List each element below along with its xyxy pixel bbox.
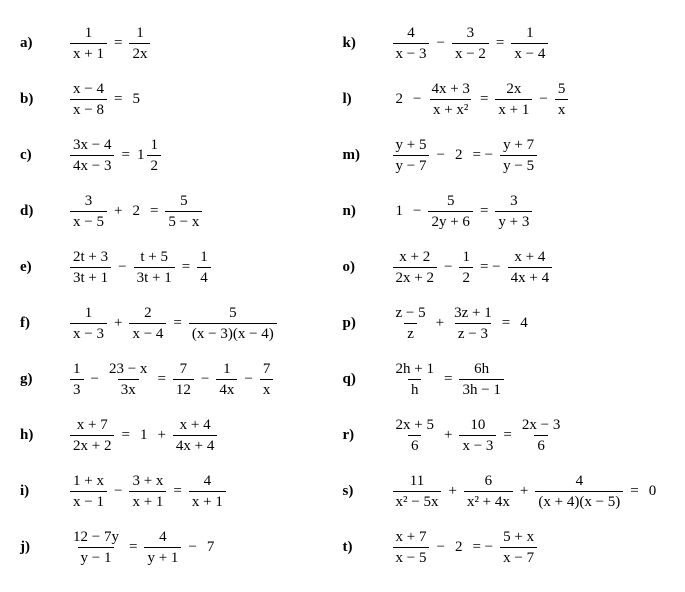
equation-item: s)11x² − 5x+6x² + 4x+4(x + 4)(x − 5)=0 [343, 463, 666, 519]
equation-expression: 1x + 1=12x [70, 24, 150, 63]
equation-item: k)4x − 3−3x − 2=1x − 4 [343, 15, 666, 71]
equation-expression: 2h + 1h=6h3h − 1 [393, 360, 504, 399]
equation-item: j)12 − 7yy − 1=4y + 1−7 [20, 519, 343, 575]
item-label: q) [343, 371, 393, 388]
equation-item: i)1 + xx − 1−3 + xx + 1=4x + 1 [20, 463, 343, 519]
equation-expression: x + 22x + 2−12= −x + 44x + 4 [393, 248, 553, 287]
equation-item: r)2x + 56+10x − 3=2x − 36 [343, 407, 666, 463]
item-label: b) [20, 91, 70, 108]
equation-expression: 2−4x + 3x + x²=2xx + 1−5x [393, 80, 569, 119]
item-label: a) [20, 35, 70, 52]
equation-item: h)x + 72x + 2=1+x + 44x + 4 [20, 407, 343, 463]
equation-item: l)2−4x + 3x + x²=2xx + 1−5x [343, 71, 666, 127]
equation-expression: 3x − 44x − 3=112 [70, 136, 161, 175]
right-column: k)4x − 3−3x − 2=1x − 4l)2−4x + 3x + x²=2… [343, 15, 666, 575]
equation-expression: 1−52y + 6=3y + 3 [393, 192, 533, 231]
equation-expression: x + 7x − 5−2= −5 + xx − 7 [393, 528, 538, 567]
item-label: e) [20, 259, 70, 276]
equation-item: o)x + 22x + 2−12= −x + 44x + 4 [343, 239, 666, 295]
left-column: a)1x + 1=12xb)x − 4x − 8=5c)3x − 44x − 3… [20, 15, 343, 575]
item-label: l) [343, 91, 393, 108]
item-label: n) [343, 203, 393, 220]
equation-expression: 1x − 3+2x − 4=5(x − 3)(x − 4) [70, 304, 277, 343]
item-label: c) [20, 147, 70, 164]
item-label: o) [343, 259, 393, 276]
equation-expression: 1 + xx − 1−3 + xx + 1=4x + 1 [70, 472, 226, 511]
item-label: h) [20, 427, 70, 444]
equation-item: t)x + 7x − 5−2= −5 + xx − 7 [343, 519, 666, 575]
equation-expression: 13−23 − x3x=712−14x−7x [70, 360, 273, 399]
equation-item: m)y + 5y − 7−2= −y + 7y − 5 [343, 127, 666, 183]
item-label: t) [343, 539, 393, 556]
equation-expression: 4x − 3−3x − 2=1x − 4 [393, 24, 549, 63]
equation-item: c)3x − 44x − 3=112 [20, 127, 343, 183]
equation-item: p)z − 5z+3z + 1z − 3=4 [343, 295, 666, 351]
equation-item: d)3x − 5+2=55 − x [20, 183, 343, 239]
equation-expression: y + 5y − 7−2= −y + 7y − 5 [393, 136, 538, 175]
equation-item: a)1x + 1=12x [20, 15, 343, 71]
equation-item: f)1x − 3+2x − 4=5(x − 3)(x − 4) [20, 295, 343, 351]
equation-item: g)13−23 − x3x=712−14x−7x [20, 351, 343, 407]
equation-list: a)1x + 1=12xb)x − 4x − 8=5c)3x − 44x − 3… [20, 15, 665, 575]
equation-expression: 12 − 7yy − 1=4y + 1−7 [70, 528, 217, 567]
equation-item: e)2t + 33t + 1−t + 53t + 1=14 [20, 239, 343, 295]
equation-expression: 2x + 56+10x − 3=2x − 36 [393, 416, 564, 455]
equation-expression: z − 5z+3z + 1z − 3=4 [393, 304, 531, 343]
item-label: g) [20, 371, 70, 388]
equation-expression: x + 72x + 2=1+x + 44x + 4 [70, 416, 217, 455]
item-label: j) [20, 539, 70, 556]
item-label: s) [343, 483, 393, 500]
equation-expression: x − 4x − 8=5 [70, 80, 143, 119]
item-label: d) [20, 203, 70, 220]
item-label: k) [343, 35, 393, 52]
equation-item: b)x − 4x − 8=5 [20, 71, 343, 127]
equation-item: n)1−52y + 6=3y + 3 [343, 183, 666, 239]
item-label: i) [20, 483, 70, 500]
item-label: p) [343, 315, 393, 332]
equation-item: q)2h + 1h=6h3h − 1 [343, 351, 666, 407]
item-label: m) [343, 147, 393, 164]
item-label: f) [20, 315, 70, 332]
equation-expression: 3x − 5+2=55 − x [70, 192, 202, 231]
equation-expression: 11x² − 5x+6x² + 4x+4(x + 4)(x − 5)=0 [393, 472, 660, 511]
item-label: r) [343, 427, 393, 444]
equation-expression: 2t + 33t + 1−t + 53t + 1=14 [70, 248, 211, 287]
